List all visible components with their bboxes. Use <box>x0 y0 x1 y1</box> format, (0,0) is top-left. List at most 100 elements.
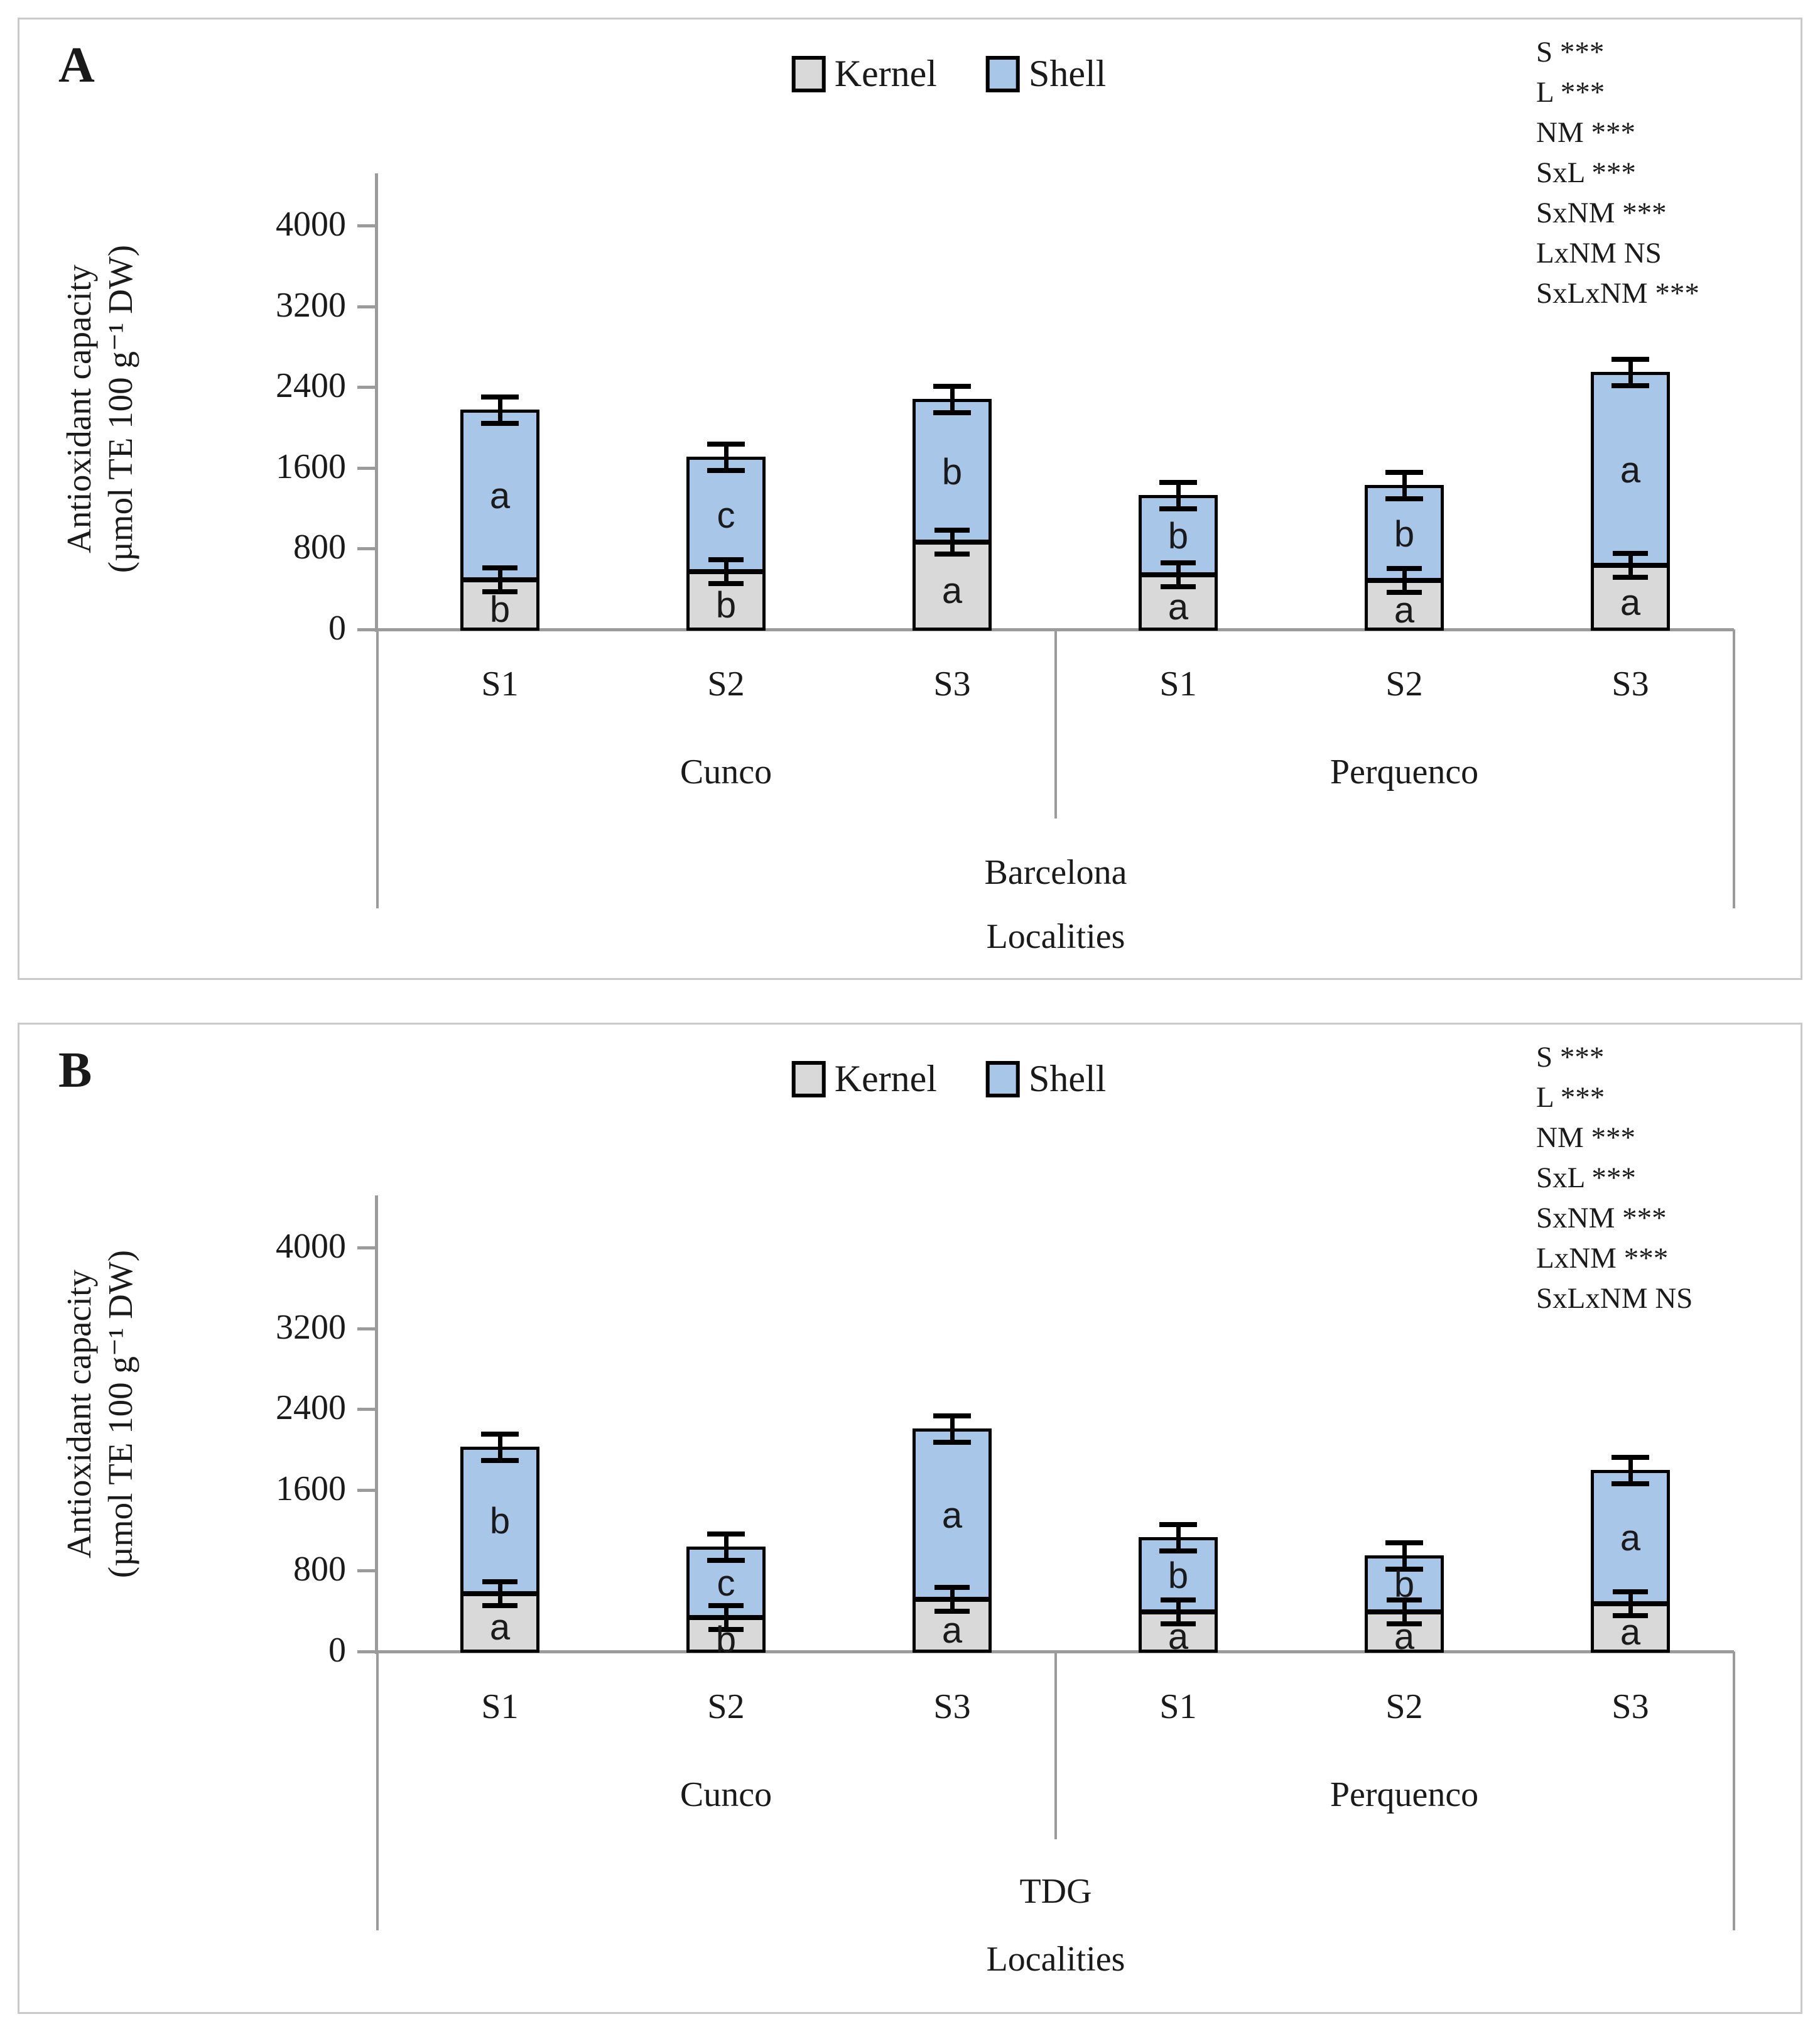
error-bar-kernel-cap-bottom <box>482 1602 517 1608</box>
category-border-right <box>1733 629 1735 908</box>
bar-kernel-segment <box>913 541 992 631</box>
y-axis-line <box>375 173 378 632</box>
x-axis-title: Localities <box>986 1940 1125 1979</box>
shell-significance-letter: c <box>717 1563 735 1604</box>
y-tick-mark <box>357 1246 376 1249</box>
panel-a: A Kernel Shell S *** L *** NM *** SxL *** SxNM … <box>18 18 1802 980</box>
x-category-season: S2 <box>1385 1687 1423 1726</box>
y-axis-title-line2: (µmol TE 100 g⁻¹ DW) <box>101 244 139 574</box>
significance-line: SxLxNM *** <box>1536 277 1699 310</box>
error-bar-total-line <box>1628 1457 1633 1484</box>
error-bar-total-line <box>498 396 502 423</box>
x-axis-title: Localities <box>986 917 1125 956</box>
error-bar-total-cap-bottom <box>1159 506 1197 512</box>
significance-line: NM *** <box>1536 116 1635 149</box>
x-category-season: S3 <box>1611 665 1649 704</box>
error-bar-total-cap-top <box>481 1431 519 1437</box>
error-bar-kernel-cap-top <box>708 1603 744 1609</box>
error-bar-total-cap-bottom <box>707 468 745 474</box>
error-bar-kernel-line <box>1628 553 1633 578</box>
error-bar-total-cap-top <box>707 442 745 447</box>
category-border-right <box>1733 1651 1735 1930</box>
bar-kernel-segment <box>460 579 539 631</box>
error-bar-total-cap-bottom <box>1611 383 1649 389</box>
error-bar-kernel-cap-top <box>1161 1597 1196 1602</box>
legend-label: Kernel <box>834 53 937 94</box>
legend-entry-shell: Shell <box>985 1057 1106 1101</box>
error-bar-total-line <box>1628 359 1633 386</box>
error-bar-total-cap-top <box>933 1413 971 1418</box>
error-bar-kernel-line <box>724 1606 729 1630</box>
y-tick-mark <box>357 224 376 227</box>
x-category-season: S1 <box>1159 1687 1197 1726</box>
x-category-season: S2 <box>707 1687 745 1726</box>
error-bar-kernel-line <box>1402 1599 1407 1624</box>
y-tick-mark <box>357 628 376 631</box>
significance-annotations: S *** L *** NM *** SxL *** SxNM *** LxNM *** S… <box>1536 1037 1693 1319</box>
shell-significance-letter: c <box>717 494 735 536</box>
y-axis-title: Antioxidant capacity (µmol TE 100 g⁻¹ DW) <box>58 1 141 817</box>
error-bar-total-line <box>1402 472 1407 499</box>
significance-line: SxNM *** <box>1536 1202 1667 1234</box>
error-bar-kernel-cap-top <box>708 557 744 562</box>
x-category-locality: Perquenco <box>1330 753 1479 791</box>
bar-shell-segment <box>1591 1469 1670 1604</box>
x-category-season: S1 <box>1159 665 1197 704</box>
error-bar-kernel-cap-top <box>482 565 517 570</box>
error-bar-kernel-cap-bottom <box>482 589 517 594</box>
legend-entry-kernel: Kernel <box>791 1057 937 1101</box>
y-tick-mark <box>357 1650 376 1653</box>
bar-shell-segment <box>460 409 539 580</box>
category-border-left <box>376 629 379 908</box>
category-divider-middle <box>1054 629 1057 819</box>
y-tick-label: 800 <box>293 528 346 567</box>
error-bar-total-line <box>724 444 729 471</box>
error-bar-total-cap-top <box>1385 470 1423 476</box>
error-bar-kernel-cap-top <box>934 528 970 533</box>
error-bar-total-cap-top <box>933 384 971 389</box>
y-tick-mark <box>357 305 376 308</box>
shell-significance-letter: b <box>1167 1555 1189 1597</box>
error-bar-kernel-line <box>1176 562 1181 587</box>
y-tick-mark <box>357 1569 376 1573</box>
error-bar-kernel-cap-bottom <box>1613 1613 1648 1618</box>
error-bar-total-cap-bottom <box>933 1439 971 1445</box>
error-bar-kernel-cap-bottom <box>1387 1621 1422 1626</box>
kernel-significance-letter: a <box>1394 589 1415 631</box>
kernel-swatch-icon <box>791 1060 826 1097</box>
error-bar-total-line <box>724 1533 729 1560</box>
error-bar-total-line <box>498 1433 502 1461</box>
x-category-season: S1 <box>481 1687 519 1726</box>
significance-line: S *** <box>1536 1041 1605 1074</box>
panel-letter: B <box>58 1043 92 1098</box>
y-tick-mark <box>357 1488 376 1492</box>
bar-shell-segment <box>460 1446 539 1594</box>
significance-line: SxL *** <box>1536 156 1636 189</box>
error-bar-kernel-line <box>724 559 729 584</box>
kernel-significance-letter: a <box>1620 582 1641 623</box>
legend-label: Kernel <box>834 1058 937 1099</box>
error-bar-kernel-cap-bottom <box>1387 590 1422 596</box>
shell-significance-letter: a <box>489 475 511 516</box>
error-bar-total-cap-top <box>1159 480 1197 486</box>
error-bar-total-line <box>950 1415 955 1442</box>
error-bar-kernel-cap-bottom <box>708 580 744 586</box>
y-tick-label: 1600 <box>276 447 346 486</box>
error-bar-kernel-cap-bottom <box>1613 575 1648 580</box>
error-bar-kernel-line <box>1628 1591 1633 1616</box>
y-tick-mark <box>357 547 376 551</box>
x-category-locality: Cunco <box>680 1775 772 1814</box>
error-bar-kernel-cap-top <box>482 1579 517 1584</box>
y-tick-mark <box>357 386 376 389</box>
y-tick-label: 3200 <box>276 1307 346 1347</box>
y-tick-label: 0 <box>328 1631 346 1670</box>
kernel-significance-letter: a <box>941 1610 963 1651</box>
x-category-locality: Cunco <box>680 753 772 791</box>
error-bar-kernel-cap-top <box>1387 566 1422 572</box>
error-bar-kernel-cap-bottom <box>1161 1621 1196 1626</box>
category-border-left <box>376 1651 379 1930</box>
panel-letter: A <box>58 38 95 93</box>
kernel-significance-letter: a <box>1167 1616 1189 1657</box>
error-bar-kernel-cap-bottom <box>934 552 970 557</box>
x-category-season: S2 <box>707 665 745 704</box>
